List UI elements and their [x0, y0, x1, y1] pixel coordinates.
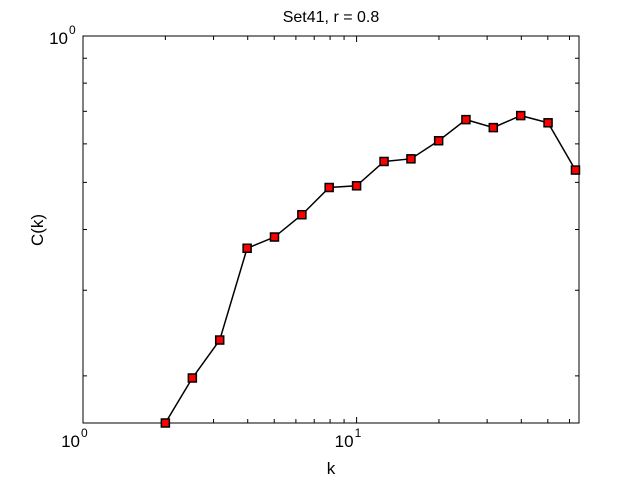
data-point: [269, 232, 280, 242]
data-point: [187, 373, 198, 383]
x-tick-label-exponent: 1: [355, 426, 362, 440]
data-point: [433, 135, 444, 146]
y-tick-label-exponent: 0: [69, 23, 76, 37]
data-point: [461, 114, 471, 125]
data-point: [543, 118, 553, 128]
y-tick-label: 10: [49, 29, 68, 48]
data-point: [351, 181, 362, 191]
x-tick-label: 10: [61, 432, 80, 451]
data-point: [324, 182, 334, 193]
x-tick-label-exponent: 0: [81, 426, 88, 440]
plot-frame: [82, 35, 580, 424]
y-axis-label: C(k): [28, 214, 47, 246]
data-point: [242, 243, 252, 254]
x-axis-label: k: [327, 459, 336, 478]
data-point: [515, 110, 526, 121]
axis-ticks: [82, 35, 579, 423]
chart-title: Set41, r = 0.8: [283, 9, 380, 26]
data-series: [160, 110, 581, 428]
data-point: [297, 209, 307, 220]
data-point: [214, 335, 225, 345]
data-point: [406, 154, 416, 164]
series-line: [164, 114, 577, 424]
data-point: [379, 156, 389, 167]
x-tick-label: 10: [335, 432, 354, 451]
data-point: [160, 418, 171, 428]
data-point: [488, 122, 499, 133]
data-point: [570, 165, 581, 175]
